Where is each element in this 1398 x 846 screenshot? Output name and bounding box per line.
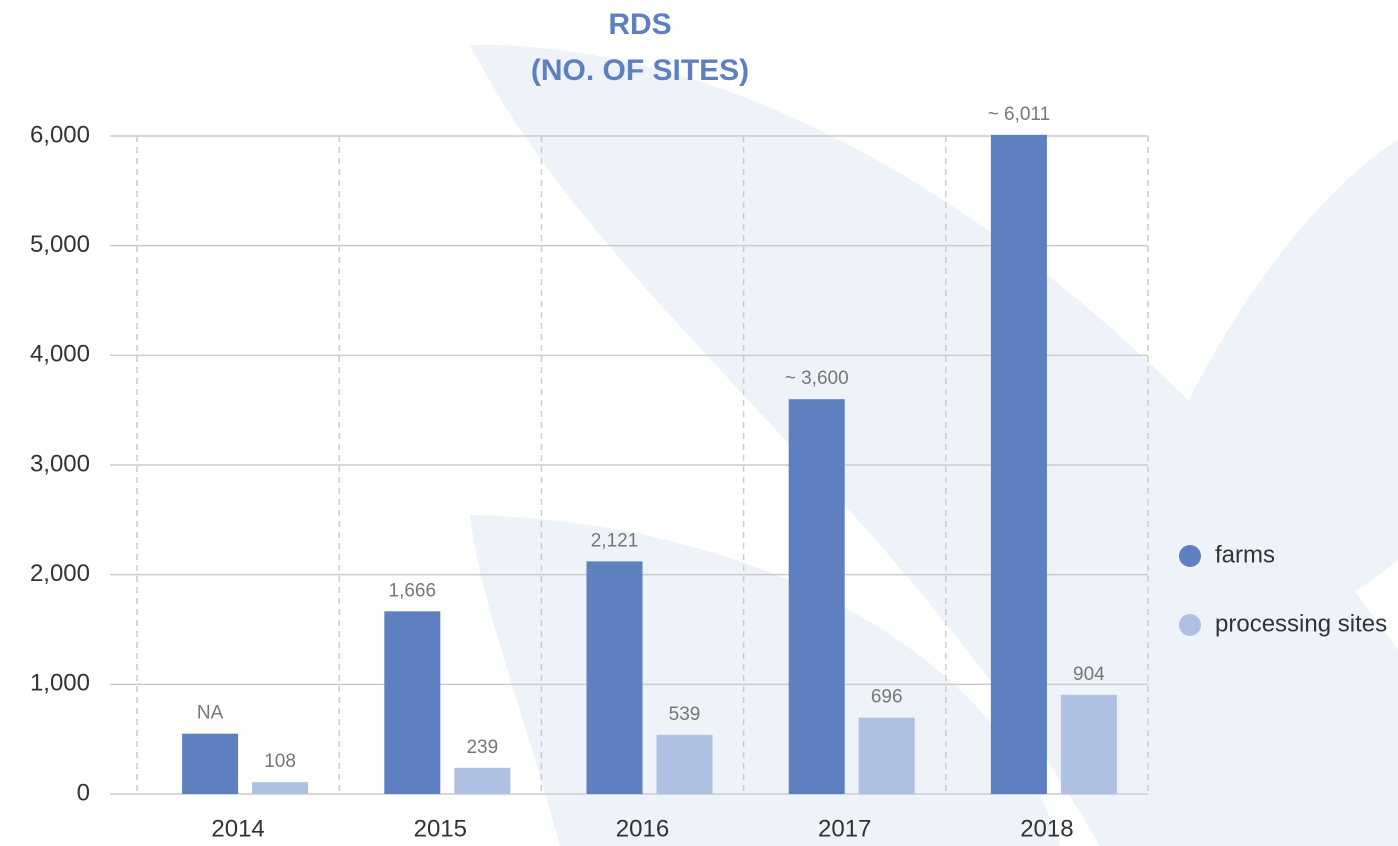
data-label: 1,666	[389, 580, 437, 601]
data-label: 2,121	[591, 530, 639, 551]
data-label: 904	[1073, 664, 1105, 685]
data-label: 696	[871, 687, 903, 708]
y-tick-label: 4,000	[30, 341, 90, 368]
legend-label: farms	[1215, 541, 1275, 568]
bar	[858, 717, 915, 794]
y-tick-label: 1,000	[30, 670, 90, 697]
data-label: NA	[197, 703, 224, 724]
bar	[1060, 694, 1117, 794]
data-label: 108	[264, 751, 296, 772]
bar	[182, 733, 239, 794]
x-tick-label: 2016	[616, 815, 669, 842]
x-tick-label: 2015	[414, 815, 467, 842]
bar	[454, 767, 511, 794]
chart-subtitle: (NO. OF SITES)	[531, 54, 749, 87]
y-tick-label: 2,000	[30, 560, 90, 587]
bar	[586, 561, 643, 794]
y-tick-label: 0	[77, 779, 90, 806]
x-tick-label: 2017	[818, 815, 871, 842]
chart-title: RDS	[608, 8, 671, 41]
bar	[656, 734, 713, 794]
y-tick-label: 6,000	[30, 121, 90, 148]
x-tick-label: 2018	[1020, 815, 1073, 842]
bar	[384, 611, 441, 794]
legend-marker	[1179, 614, 1201, 636]
data-label: ~ 6,011	[988, 104, 1051, 125]
data-label: ~ 3,600	[785, 368, 849, 389]
y-tick-label: 5,000	[30, 231, 90, 258]
y-tick-label: 3,000	[30, 450, 90, 477]
bar	[990, 134, 1047, 794]
data-label: 539	[669, 704, 701, 725]
legend-label: processing sites	[1215, 610, 1387, 637]
legend-marker	[1179, 545, 1201, 567]
bar	[252, 782, 309, 794]
data-label: 239	[466, 737, 498, 758]
x-tick-label: 2014	[211, 815, 264, 842]
bar	[788, 399, 845, 794]
